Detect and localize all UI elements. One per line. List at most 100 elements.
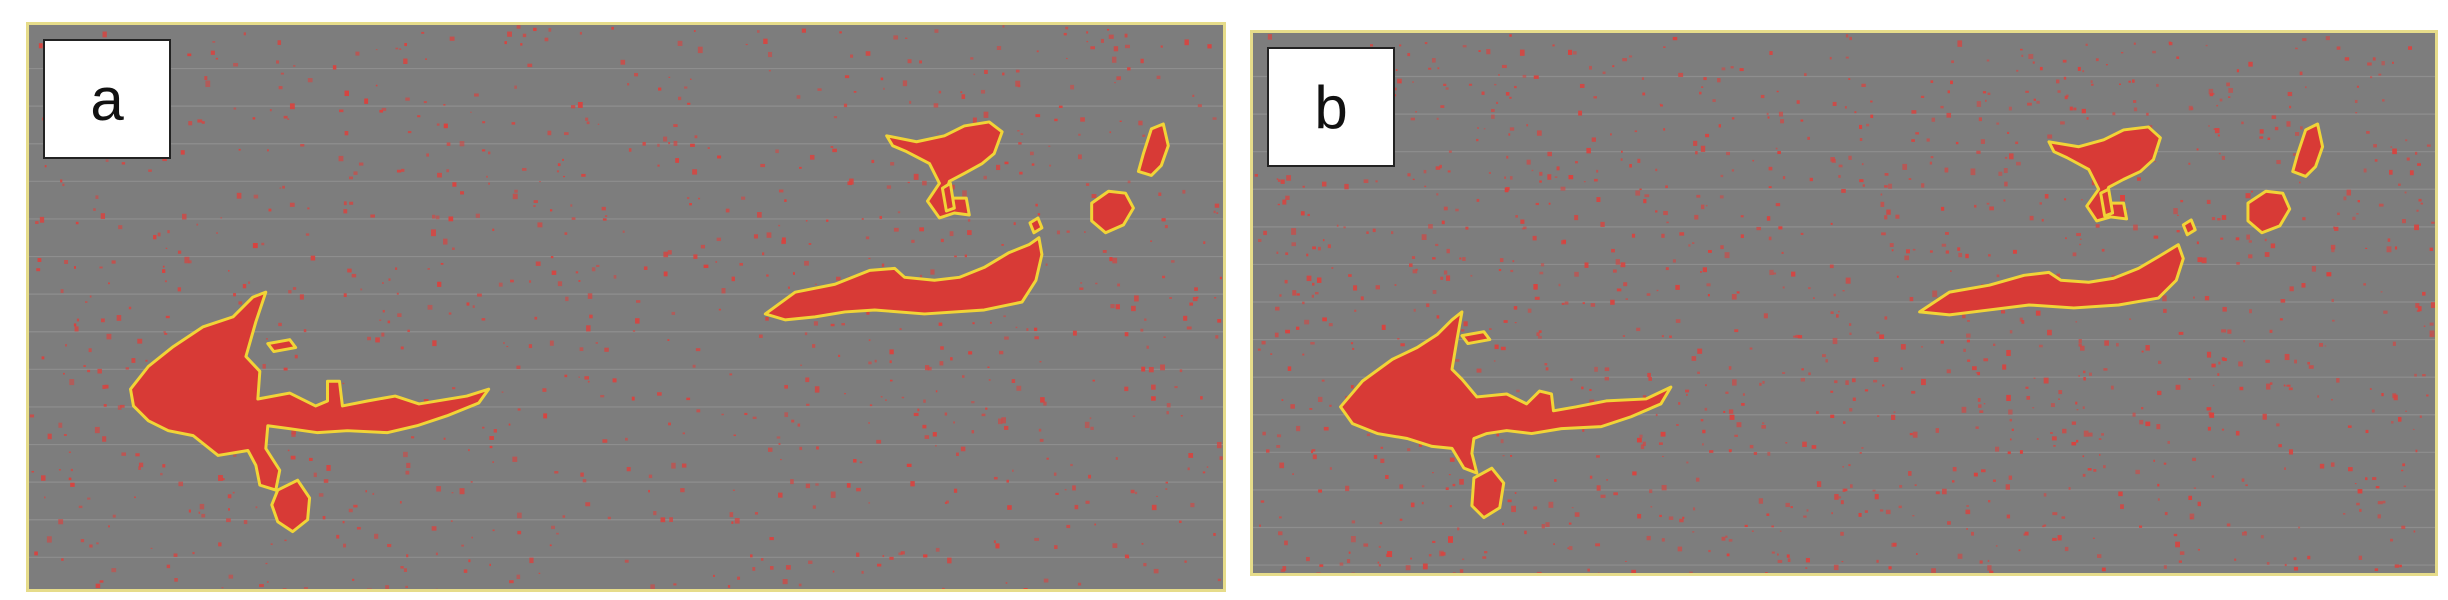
speckle	[2025, 90, 2029, 93]
speckle	[1695, 477, 1700, 482]
speckle	[2243, 340, 2246, 343]
speckle	[537, 222, 543, 228]
speckle	[1360, 296, 1364, 301]
speckle	[1782, 372, 1786, 374]
speckle	[228, 574, 234, 579]
speckle	[1780, 119, 1785, 124]
speckle	[580, 472, 584, 477]
speckle	[953, 488, 958, 493]
speckle	[1896, 275, 1899, 278]
speckle	[856, 487, 861, 492]
speckle	[534, 316, 538, 320]
speckle	[562, 515, 566, 518]
speckle	[1213, 532, 1216, 536]
speckle	[37, 258, 42, 262]
speckle	[1930, 80, 1934, 83]
speckle	[1728, 449, 1732, 452]
speckle	[2370, 76, 2373, 79]
speckle	[1478, 50, 1481, 52]
speckle	[2105, 64, 2108, 66]
speckle	[1629, 164, 1632, 168]
speckle	[935, 390, 938, 393]
speckle	[1725, 535, 1728, 538]
speckle	[1312, 454, 1317, 460]
speckle	[2294, 359, 2298, 364]
speckle	[61, 558, 64, 561]
speckle	[923, 399, 926, 403]
speckle	[684, 86, 688, 89]
speckle	[993, 476, 998, 480]
outlined-region-right-tall	[1136, 122, 1170, 177]
speckle	[2418, 198, 2422, 202]
speckle	[766, 232, 772, 238]
speckle	[116, 315, 122, 321]
speckle	[492, 529, 495, 532]
speckle	[1459, 257, 1462, 260]
speckle	[299, 294, 304, 300]
speckle	[1695, 151, 1698, 155]
speckle	[2201, 257, 2207, 264]
speckle	[1214, 203, 1220, 208]
speckle	[2152, 50, 2156, 54]
speckle	[1966, 339, 1970, 343]
speckle	[1864, 389, 1869, 392]
speckle	[1004, 425, 1009, 430]
speckle	[2072, 252, 2077, 257]
speckle	[972, 117, 977, 123]
speckle	[2413, 530, 2416, 533]
speckle	[967, 230, 972, 236]
outlined-region-right-blob	[2246, 189, 2292, 235]
speckle	[2354, 99, 2358, 104]
speckle	[1993, 343, 1996, 347]
speckle	[2083, 377, 2086, 381]
speckle	[1165, 481, 1168, 484]
speckle	[233, 62, 239, 67]
speckle	[879, 215, 883, 219]
speckle	[1884, 185, 1888, 188]
speckle	[2145, 421, 2151, 427]
speckle	[1795, 334, 1800, 338]
speckle	[778, 442, 781, 445]
speckle	[1591, 137, 1596, 142]
speckle	[563, 175, 566, 178]
speckle	[973, 73, 976, 76]
speckle	[1655, 413, 1658, 417]
speckle	[1284, 540, 1288, 546]
speckle	[367, 336, 371, 341]
speckle	[343, 543, 347, 548]
speckle	[1844, 488, 1848, 492]
speckle	[805, 220, 808, 222]
speckle	[1150, 240, 1153, 242]
speckle	[919, 60, 923, 64]
speckle	[787, 286, 790, 289]
speckle	[1174, 385, 1178, 389]
speckle	[1124, 554, 1129, 559]
speckle	[814, 386, 820, 393]
speckle	[2211, 217, 2216, 221]
speckle	[2157, 483, 2160, 487]
speckle	[713, 574, 715, 577]
speckle	[385, 585, 390, 589]
speckle	[1413, 308, 1416, 312]
speckle	[1053, 472, 1057, 476]
speckle	[1929, 250, 1933, 253]
speckle	[1834, 380, 1838, 384]
speckle	[868, 361, 872, 365]
speckle	[1882, 384, 1885, 387]
speckle	[2145, 345, 2150, 351]
speckle	[2083, 430, 2089, 437]
speckle	[1387, 551, 1393, 558]
speckle	[1947, 90, 1950, 94]
speckle	[1476, 198, 1480, 202]
speckle	[1596, 485, 1601, 491]
speckle	[2276, 159, 2281, 165]
speckle	[1753, 451, 1758, 455]
speckle	[1540, 263, 1545, 267]
speckle	[813, 321, 819, 326]
speckle	[1988, 254, 1991, 257]
speckle	[1463, 321, 1468, 327]
speckle	[512, 193, 518, 200]
speckle	[1345, 395, 1348, 399]
speckle	[1019, 171, 1023, 175]
speckle	[1848, 155, 1852, 160]
